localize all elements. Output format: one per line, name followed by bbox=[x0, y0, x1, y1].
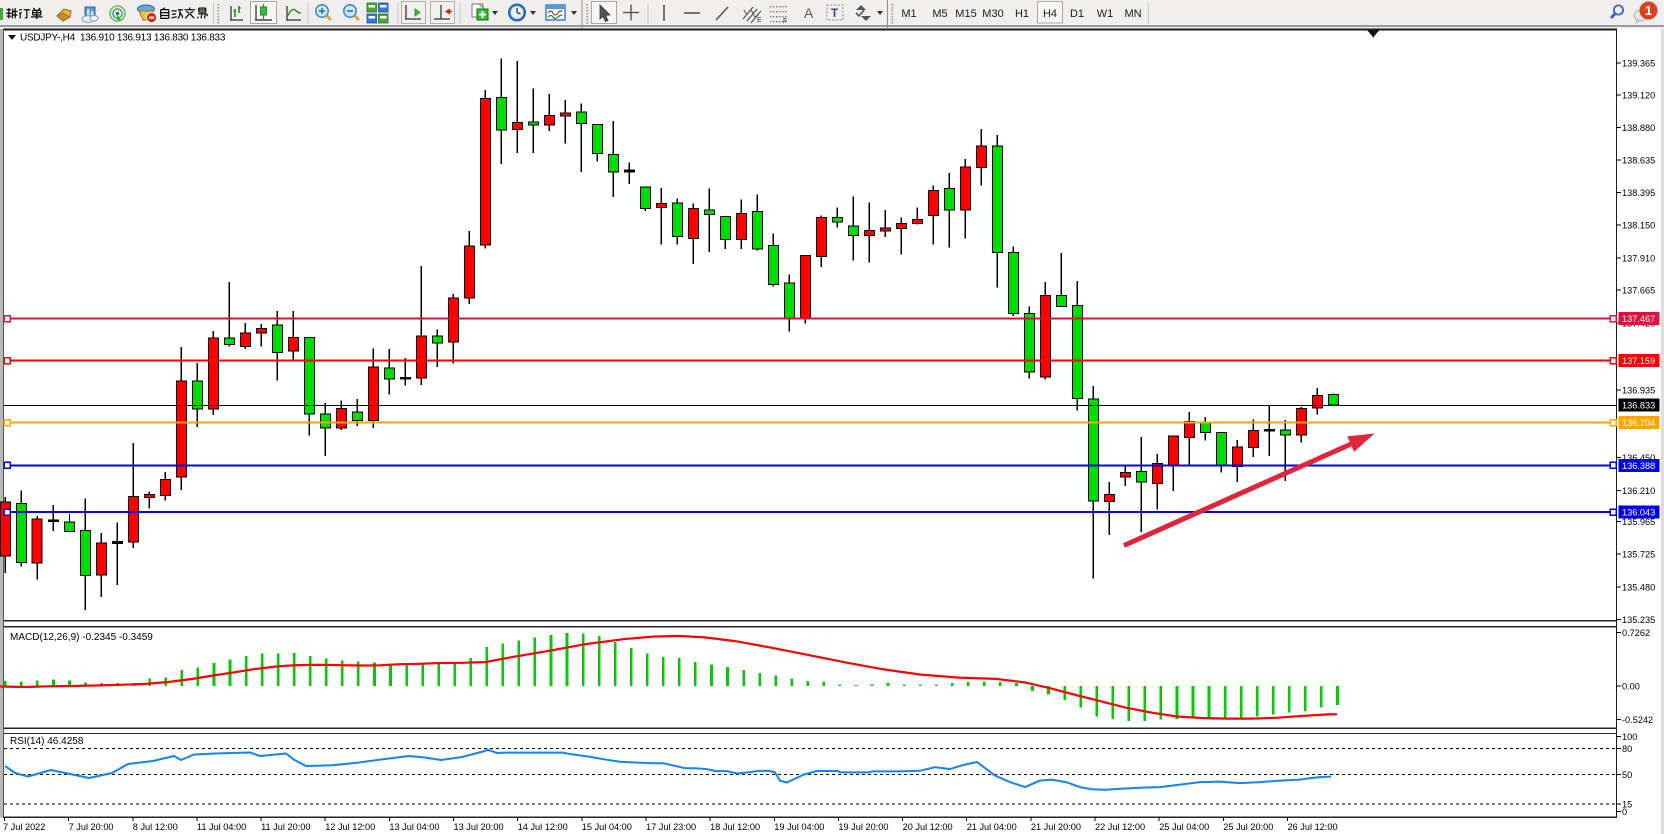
svg-text:136.450: 136.450 bbox=[1622, 453, 1655, 463]
svg-text:80: 80 bbox=[1622, 744, 1632, 754]
svg-text:17 Jul 23:00: 17 Jul 23:00 bbox=[646, 822, 696, 832]
svg-text:135.725: 135.725 bbox=[1622, 550, 1655, 560]
svg-text:20 Jul 12:00: 20 Jul 12:00 bbox=[903, 822, 953, 832]
svg-text:E: E bbox=[757, 17, 762, 24]
svg-text:8 Jul 12:00: 8 Jul 12:00 bbox=[133, 822, 178, 832]
svg-text:136.210: 136.210 bbox=[1622, 486, 1655, 496]
svg-text:138.150: 138.150 bbox=[1622, 221, 1655, 231]
svg-text:138.880: 138.880 bbox=[1622, 123, 1655, 133]
svg-text:19 Jul 04:00: 19 Jul 04:00 bbox=[774, 822, 824, 832]
svg-text:15 Jul 04:00: 15 Jul 04:00 bbox=[582, 822, 632, 832]
svg-text:A: A bbox=[804, 5, 814, 21]
svg-text:M15: M15 bbox=[955, 8, 976, 20]
svg-text:135.965: 135.965 bbox=[1622, 517, 1655, 527]
svg-text:11 Jul 04:00: 11 Jul 04:00 bbox=[197, 822, 246, 832]
svg-text:RSI(14) 46.4258: RSI(14) 46.4258 bbox=[10, 736, 84, 747]
svg-text:21 Jul 04:00: 21 Jul 04:00 bbox=[967, 822, 1017, 832]
svg-text:USDJPY-,H4 136.910 136.913 13: USDJPY-,H4 136.910 136.913 136.830 136.8… bbox=[20, 33, 226, 44]
svg-text:MN: MN bbox=[1124, 8, 1141, 20]
svg-text:136.833: 136.833 bbox=[1622, 401, 1655, 411]
svg-text:H4: H4 bbox=[1043, 8, 1057, 20]
svg-text:139.120: 139.120 bbox=[1622, 90, 1655, 100]
svg-text:25 Jul 04:00: 25 Jul 04:00 bbox=[1159, 822, 1209, 832]
svg-text:0: 0 bbox=[1622, 807, 1627, 817]
svg-text:50: 50 bbox=[1622, 770, 1632, 780]
svg-text:137.665: 137.665 bbox=[1622, 286, 1655, 296]
svg-text:1: 1 bbox=[1645, 3, 1652, 18]
svg-text:M30: M30 bbox=[982, 8, 1003, 20]
svg-text:11 Jul 20:00: 11 Jul 20:00 bbox=[261, 822, 310, 832]
svg-text:0.00: 0.00 bbox=[1622, 682, 1640, 692]
svg-text:MACD(12,26,9) -0.2345 -0.3459: MACD(12,26,9) -0.2345 -0.3459 bbox=[10, 632, 153, 643]
svg-text:12 Jul 12:00: 12 Jul 12:00 bbox=[325, 822, 375, 832]
svg-text:100: 100 bbox=[1622, 732, 1637, 742]
svg-text:19 Jul 20:00: 19 Jul 20:00 bbox=[838, 822, 888, 832]
svg-text:D1: D1 bbox=[1070, 8, 1084, 20]
svg-text:136.935: 136.935 bbox=[1622, 386, 1655, 396]
svg-text:15: 15 bbox=[1622, 800, 1632, 810]
svg-text:W1: W1 bbox=[1097, 8, 1114, 20]
svg-text:0.7262: 0.7262 bbox=[1622, 628, 1650, 638]
svg-text:137.159: 137.159 bbox=[1622, 356, 1655, 366]
svg-text:138.635: 138.635 bbox=[1622, 156, 1655, 166]
svg-text:-0.5242: -0.5242 bbox=[1622, 715, 1653, 725]
svg-text:22 Jul 12:00: 22 Jul 12:00 bbox=[1095, 822, 1145, 832]
svg-text:137.910: 137.910 bbox=[1622, 253, 1655, 263]
svg-text:13 Jul 04:00: 13 Jul 04:00 bbox=[389, 822, 439, 832]
svg-text:135.235: 135.235 bbox=[1622, 615, 1655, 625]
svg-text:139.365: 139.365 bbox=[1622, 58, 1655, 68]
svg-text:26 Jul 12:00: 26 Jul 12:00 bbox=[1288, 822, 1338, 832]
svg-text:136.388: 136.388 bbox=[1622, 461, 1655, 471]
svg-text:M5: M5 bbox=[932, 8, 947, 20]
svg-text:138.395: 138.395 bbox=[1622, 188, 1655, 198]
svg-text:21 Jul 20:00: 21 Jul 20:00 bbox=[1031, 822, 1081, 832]
svg-text:18 Jul 12:00: 18 Jul 12:00 bbox=[710, 822, 760, 832]
svg-text:135.480: 135.480 bbox=[1622, 583, 1655, 593]
svg-text:M1: M1 bbox=[901, 8, 916, 20]
svg-text:7 Jul 20:00: 7 Jul 20:00 bbox=[69, 822, 114, 832]
svg-text:F: F bbox=[783, 18, 787, 25]
svg-text:136.704: 136.704 bbox=[1622, 418, 1655, 428]
svg-text:H1: H1 bbox=[1015, 8, 1029, 20]
svg-text:7 Jul 2022: 7 Jul 2022 bbox=[3, 822, 45, 832]
svg-text:13 Jul 20:00: 13 Jul 20:00 bbox=[454, 822, 504, 832]
svg-text:137.467: 137.467 bbox=[1622, 314, 1655, 324]
svg-text:136.043: 136.043 bbox=[1622, 508, 1655, 518]
svg-text:T: T bbox=[831, 8, 838, 20]
svg-text:25 Jul 20:00: 25 Jul 20:00 bbox=[1223, 822, 1273, 832]
svg-text:14 Jul 12:00: 14 Jul 12:00 bbox=[518, 822, 568, 832]
